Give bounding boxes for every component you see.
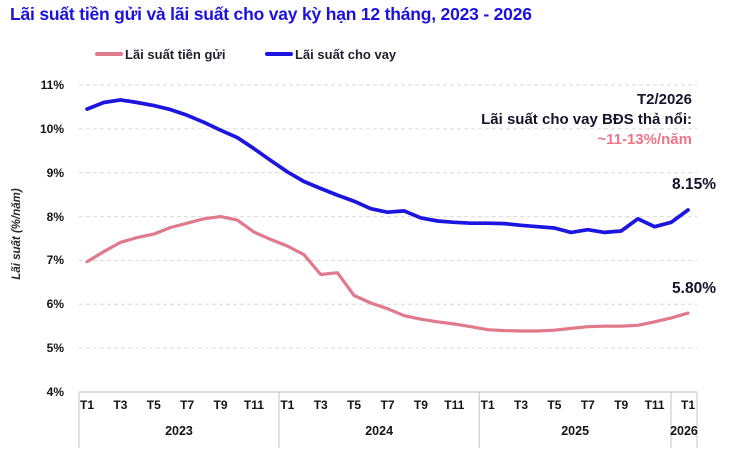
- legend-item-deposit: Lãi suất tiền gửi: [95, 46, 225, 62]
- year-label-2024: 2024: [365, 424, 394, 438]
- x-tick-T1-2026: T1: [680, 398, 695, 412]
- annotation-text: Lãi suất cho vay BĐS thả nổi:: [481, 111, 692, 128]
- x-tick-T3-2024: T3: [313, 398, 328, 412]
- x-tick-T5-2025: T5: [547, 398, 562, 412]
- x-tick-T9-2025: T9: [614, 398, 629, 412]
- page-title: Lãi suất tiền gửi và lãi suất cho vay kỳ…: [10, 4, 532, 24]
- year-label-2023: 2023: [165, 424, 193, 438]
- x-tick-T3-2023: T3: [113, 398, 128, 412]
- annotation-period: T2/2026: [636, 91, 692, 108]
- series-line-lending: [85, 98, 690, 235]
- deposit-end-value-label: 5.80%: [672, 280, 716, 297]
- x-tick-T1-2024: T1: [280, 398, 295, 412]
- legend-label-lending: Lãi suất cho vay: [295, 46, 397, 62]
- legend-item-lending: Lãi suất cho vay: [265, 46, 396, 62]
- x-tick-T1-2023: T1: [79, 398, 94, 412]
- y-tick-4pct: 4%: [46, 385, 64, 399]
- year-label-2026: 2026: [670, 424, 698, 438]
- legend-label-deposit: Lãi suất tiền gửi: [125, 46, 226, 62]
- x-tick-T7-2024: T7: [380, 398, 395, 412]
- year-label-2025: 2025: [561, 424, 590, 438]
- y-tick-5pct: 5%: [46, 341, 64, 356]
- x-tick-T11-2025: T11: [644, 398, 665, 412]
- x-tick-T5-2023: T5: [146, 398, 161, 412]
- lending-line-swatch: [265, 52, 293, 56]
- lending-end-value-label: 8.15%: [672, 176, 716, 193]
- x-tick-T5-2024: T5: [347, 398, 362, 412]
- y-tick-9pct: 9%: [46, 165, 64, 180]
- y-tick-7pct: 7%: [46, 253, 64, 268]
- x-tick-T1-2025: T1: [480, 398, 495, 412]
- annotation-rate-range: ~11-13%/năm: [597, 131, 692, 148]
- x-tick-T7-2025: T7: [580, 398, 595, 412]
- y-tick-10pct: 10%: [39, 121, 64, 136]
- y-tick-8pct: 8%: [46, 209, 64, 224]
- x-tick-T9-2024: T9: [413, 398, 428, 412]
- y-tick-11pct: 11%: [40, 78, 64, 92]
- x-tick-T3-2025: T3: [514, 398, 529, 412]
- y-tick-6pct: 6%: [46, 297, 64, 312]
- x-tick-T11-2023: T11: [243, 398, 264, 412]
- series-line-deposit: [85, 215, 690, 333]
- x-tick-T11-2024: T11: [444, 398, 465, 412]
- x-tick-T7-2023: T7: [180, 398, 195, 412]
- x-tick-T9-2023: T9: [213, 398, 228, 412]
- deposit-line-swatch: [95, 52, 123, 56]
- annotation-block: T2/2026 Lãi suất cho vay BĐS thả nổi: ~1…: [481, 90, 692, 150]
